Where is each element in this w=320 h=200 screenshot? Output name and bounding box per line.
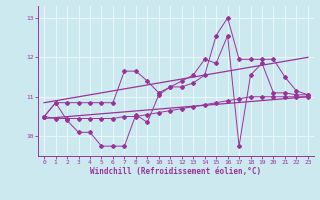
X-axis label: Windchill (Refroidissement éolien,°C): Windchill (Refroidissement éolien,°C) bbox=[91, 167, 261, 176]
